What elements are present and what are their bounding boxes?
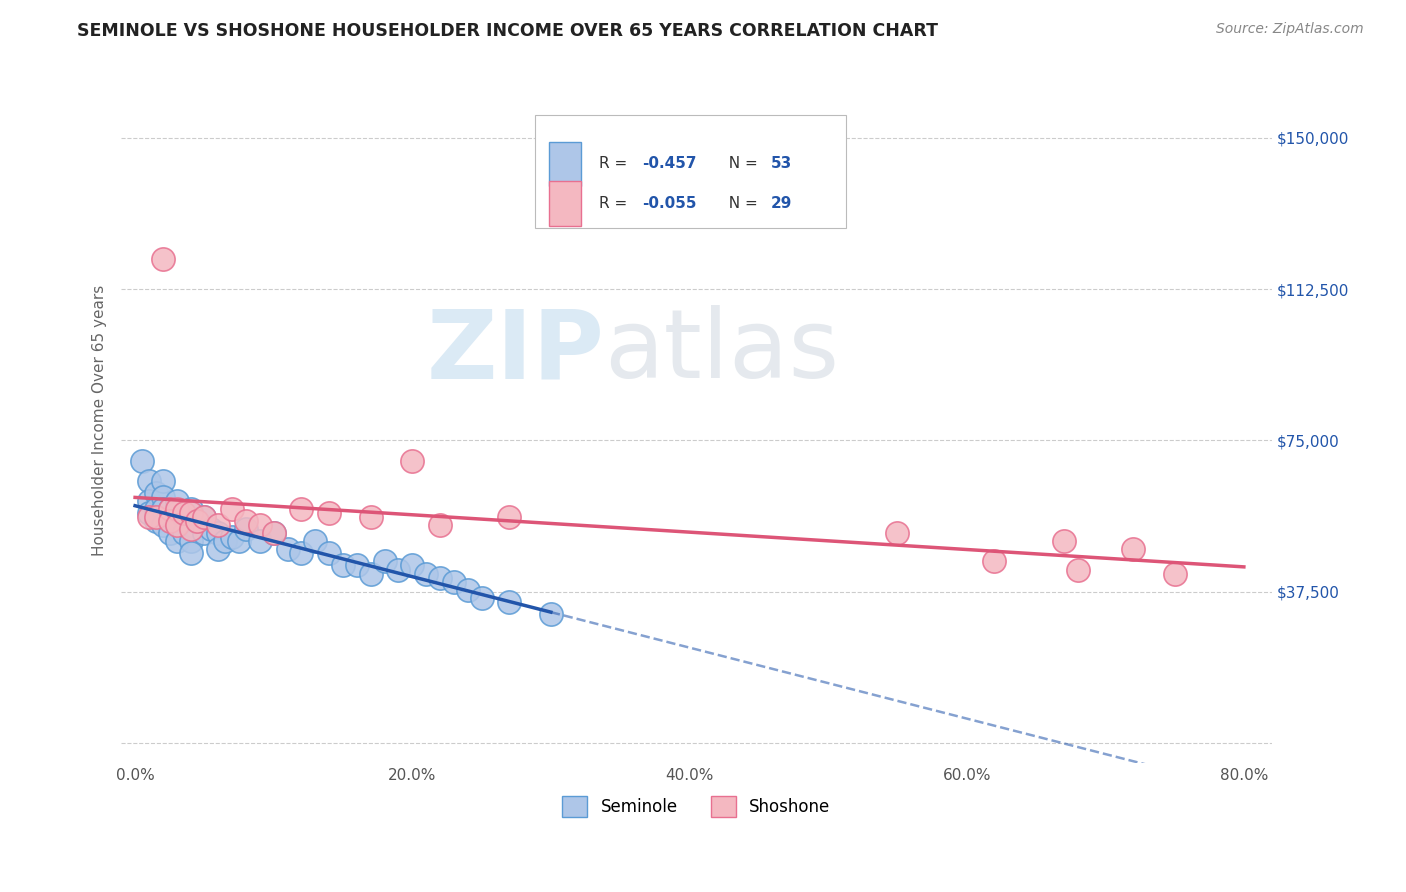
Point bbox=[277, 542, 299, 557]
Point bbox=[180, 502, 202, 516]
Point bbox=[415, 566, 437, 581]
Point bbox=[304, 534, 326, 549]
Point bbox=[166, 502, 188, 516]
FancyBboxPatch shape bbox=[550, 142, 581, 186]
Point bbox=[318, 506, 340, 520]
Point bbox=[138, 474, 160, 488]
Point bbox=[131, 453, 153, 467]
Point bbox=[159, 502, 181, 516]
Point bbox=[159, 514, 181, 528]
Point bbox=[429, 571, 451, 585]
Text: N =: N = bbox=[720, 196, 763, 211]
Point bbox=[152, 252, 174, 266]
Text: 53: 53 bbox=[770, 156, 793, 171]
FancyBboxPatch shape bbox=[536, 115, 846, 228]
Point bbox=[180, 534, 202, 549]
Point bbox=[138, 510, 160, 524]
Point bbox=[471, 591, 494, 605]
Point bbox=[249, 518, 271, 533]
Point bbox=[180, 506, 202, 520]
Point bbox=[235, 522, 257, 536]
Point bbox=[138, 494, 160, 508]
Point bbox=[166, 518, 188, 533]
Text: SEMINOLE VS SHOSHONE HOUSEHOLDER INCOME OVER 65 YEARS CORRELATION CHART: SEMINOLE VS SHOSHONE HOUSEHOLDER INCOME … bbox=[77, 22, 938, 40]
Point bbox=[429, 518, 451, 533]
Y-axis label: Householder Income Over 65 years: Householder Income Over 65 years bbox=[93, 285, 107, 556]
Point bbox=[498, 510, 520, 524]
Point bbox=[290, 502, 312, 516]
Point bbox=[145, 510, 167, 524]
Point bbox=[263, 526, 285, 541]
Point bbox=[207, 518, 229, 533]
Point bbox=[138, 506, 160, 520]
Point bbox=[318, 546, 340, 560]
Point bbox=[173, 506, 195, 520]
Point bbox=[159, 526, 181, 541]
Point bbox=[374, 554, 396, 568]
Point bbox=[498, 595, 520, 609]
Point bbox=[360, 566, 382, 581]
Point bbox=[1163, 566, 1185, 581]
Point bbox=[457, 582, 479, 597]
Point bbox=[387, 562, 409, 576]
Point bbox=[290, 546, 312, 560]
Point bbox=[159, 502, 181, 516]
Legend: Seminole, Shoshone: Seminole, Shoshone bbox=[555, 789, 837, 823]
Point bbox=[886, 526, 908, 541]
Point bbox=[193, 526, 215, 541]
Point bbox=[186, 514, 208, 528]
Point bbox=[346, 558, 368, 573]
Point bbox=[540, 607, 562, 621]
Text: 29: 29 bbox=[770, 196, 793, 211]
Text: R =: R = bbox=[599, 196, 631, 211]
Text: Source: ZipAtlas.com: Source: ZipAtlas.com bbox=[1216, 22, 1364, 37]
Point bbox=[207, 526, 229, 541]
Point bbox=[214, 534, 236, 549]
Point bbox=[249, 534, 271, 549]
Point bbox=[1066, 562, 1088, 576]
Point bbox=[145, 514, 167, 528]
Point bbox=[401, 453, 423, 467]
Point bbox=[166, 518, 188, 533]
Point bbox=[360, 510, 382, 524]
Text: -0.457: -0.457 bbox=[643, 156, 697, 171]
Point bbox=[186, 514, 208, 528]
Point bbox=[263, 526, 285, 541]
Point bbox=[152, 490, 174, 504]
Point bbox=[180, 546, 202, 560]
Point bbox=[207, 542, 229, 557]
Point bbox=[166, 494, 188, 508]
Text: atlas: atlas bbox=[605, 305, 839, 398]
Point bbox=[443, 574, 465, 589]
Point bbox=[193, 510, 215, 524]
Text: R =: R = bbox=[599, 156, 631, 171]
Point bbox=[401, 558, 423, 573]
Point bbox=[173, 526, 195, 541]
Point bbox=[152, 502, 174, 516]
Point bbox=[1053, 534, 1076, 549]
Text: ZIP: ZIP bbox=[426, 305, 605, 398]
Point bbox=[173, 510, 195, 524]
Point bbox=[180, 518, 202, 533]
Point bbox=[983, 554, 1005, 568]
Point bbox=[166, 534, 188, 549]
Point bbox=[159, 514, 181, 528]
Point bbox=[200, 522, 222, 536]
Point bbox=[193, 510, 215, 524]
Point bbox=[145, 486, 167, 500]
Point bbox=[332, 558, 354, 573]
Point bbox=[1122, 542, 1144, 557]
FancyBboxPatch shape bbox=[550, 181, 581, 226]
Point bbox=[221, 502, 243, 516]
Text: N =: N = bbox=[720, 156, 763, 171]
Point bbox=[152, 474, 174, 488]
Point bbox=[221, 530, 243, 544]
Point bbox=[235, 514, 257, 528]
Text: -0.055: -0.055 bbox=[643, 196, 697, 211]
Point bbox=[152, 518, 174, 533]
Point bbox=[180, 522, 202, 536]
Point bbox=[166, 506, 188, 520]
Point bbox=[228, 534, 250, 549]
Point bbox=[145, 502, 167, 516]
